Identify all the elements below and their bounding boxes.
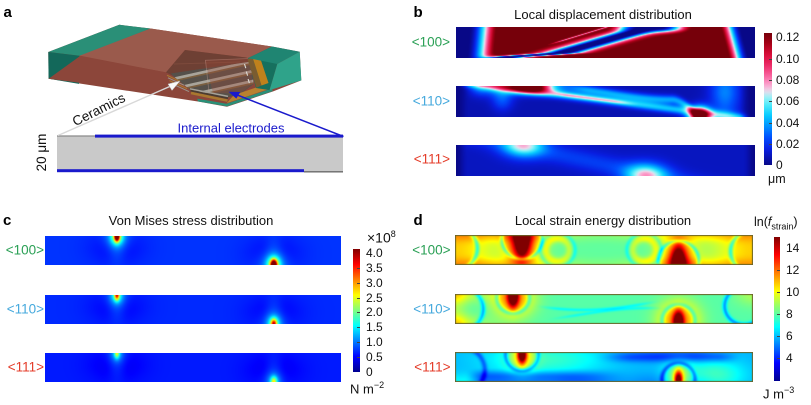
svg-text:20 μm: 20 μm [34,134,49,172]
svg-text:Ceramics: Ceramics [70,90,128,129]
svg-text:Internal electrodes: Internal electrodes [178,121,285,136]
